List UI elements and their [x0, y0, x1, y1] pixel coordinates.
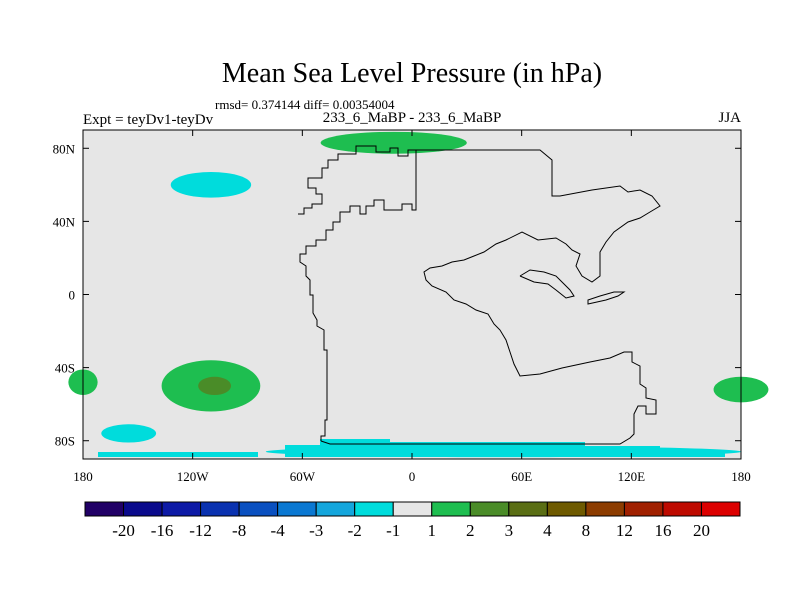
colorbar-label: 8 — [582, 521, 591, 540]
y-tick-label: 0 — [69, 288, 76, 303]
x-tick-label: 120E — [618, 469, 646, 484]
colorbar-label: 20 — [693, 521, 710, 540]
colorbar-swatch — [123, 501, 163, 517]
colorbar-label: -8 — [232, 521, 246, 540]
colorbar-label: -1 — [386, 521, 400, 540]
map-panel — [68, 129, 769, 460]
x-tick-label: 180 — [73, 469, 93, 484]
colorbar-label: 4 — [543, 521, 552, 540]
colorbar-swatch — [238, 501, 279, 517]
colorbar-label: 2 — [466, 521, 475, 540]
period-label: 233_6_MaBP - 233_6_MaBP — [323, 110, 502, 126]
colorbar-swatch — [277, 501, 317, 517]
season-label: JJA — [718, 110, 741, 126]
colorbar-swatch — [392, 501, 433, 517]
colorbar-label: -12 — [189, 521, 212, 540]
colorbar-swatch — [700, 501, 741, 517]
stats-label: rmsd= 0.374144 diff= 0.00354004 — [215, 97, 395, 112]
colorbar-label: -20 — [112, 521, 135, 540]
x-tick-label: 60W — [290, 469, 316, 484]
colorbar-swatch — [354, 501, 394, 517]
colorbar-label: -4 — [271, 521, 286, 540]
colorbar-label: 12 — [616, 521, 633, 540]
coastline — [298, 145, 661, 445]
colorbar-label: 1 — [428, 521, 437, 540]
colorbar-swatch — [84, 501, 125, 517]
colorbar-swatch — [315, 501, 356, 517]
colorbar-swatch — [508, 501, 548, 517]
region-southern-ocean-low — [101, 424, 157, 443]
x-axis: 180 120W 60W 0 60E 120E 180 — [73, 130, 751, 484]
region-south-pacific-high-core — [198, 376, 232, 396]
colorbar-label: 16 — [654, 521, 671, 540]
colorbar-label: -16 — [151, 521, 174, 540]
expt-label: Expt = teyDv1-teyDv — [83, 112, 214, 128]
colorbar-label: -3 — [309, 521, 323, 540]
antarctic-speckle — [98, 439, 725, 457]
x-tick-label: 0 — [409, 469, 416, 484]
colorbar-swatch — [200, 501, 240, 517]
y-tick-label: 40N — [53, 214, 76, 229]
colorbar-swatch — [469, 501, 510, 517]
chart-title: Mean Sea Level Pressure (in hPa) — [222, 58, 602, 89]
y-axis: 80N 40N 0 40S 80S — [53, 141, 741, 449]
colorbar-swatch — [161, 501, 202, 517]
x-tick-label: 120W — [177, 469, 210, 484]
y-tick-label: 80S — [55, 434, 75, 449]
y-tick-label: 40S — [55, 361, 75, 376]
colorbar-swatch — [585, 501, 625, 517]
colorbar-swatch — [431, 501, 471, 517]
colorbar: -20 -16 -12 -8 -4 -3 -2 -1 1 2 3 4 8 12 16 20 — [84, 501, 741, 540]
x-tick-label: 180 — [731, 469, 751, 484]
colorbar-swatch — [623, 501, 664, 517]
colorbar-label: 3 — [505, 521, 514, 540]
colorbar-label: -2 — [348, 521, 362, 540]
region-arctic-high — [320, 131, 467, 154]
region-north-pacific-low — [170, 172, 252, 198]
y-tick-label: 80N — [53, 141, 76, 156]
x-tick-label: 60E — [511, 469, 532, 484]
colorbar-swatch — [546, 501, 587, 517]
colorbar-swatch — [662, 501, 702, 517]
